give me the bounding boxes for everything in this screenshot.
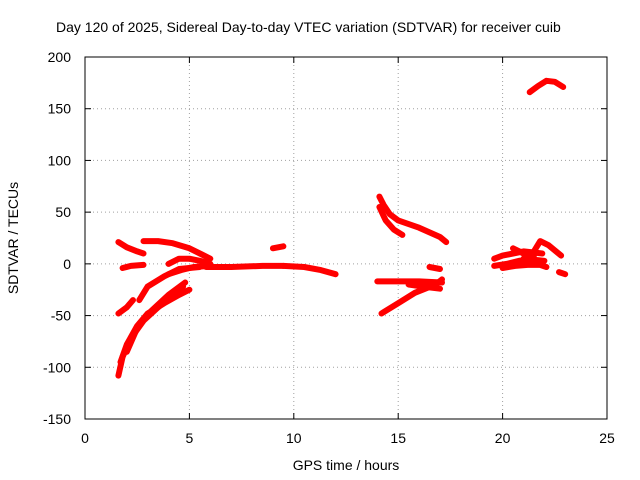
y-tick-label: 50 — [55, 204, 71, 220]
series-arc-3 — [115, 297, 136, 317]
series-arc-21 — [491, 256, 548, 269]
y-axis-label: SDTVAR / TECUs — [5, 182, 21, 294]
series-arc-19 — [426, 264, 443, 272]
series-arc-10 — [165, 262, 214, 278]
series-arc-26 — [526, 77, 567, 96]
series-arc-9 — [165, 255, 214, 267]
data-series — [115, 77, 569, 379]
x-tick-label: 5 — [186, 430, 194, 446]
x-tick-label: 0 — [81, 430, 89, 446]
series-arc-2 — [119, 261, 147, 271]
y-tick-label: -150 — [43, 411, 71, 427]
series-arc-12 — [269, 243, 287, 252]
series-arc-17 — [374, 278, 445, 286]
plot-frame — [84, 56, 608, 420]
y-tick-label: 0 — [63, 256, 71, 272]
y-tick-label: 150 — [48, 101, 72, 117]
x-tick-label: 15 — [390, 430, 406, 446]
y-tick-label: 100 — [48, 152, 72, 168]
x-axis-label: GPS time / hours — [293, 457, 400, 473]
y-tick-label: -100 — [43, 359, 71, 375]
series-arc-24 — [520, 238, 565, 262]
x-tick-label: 20 — [495, 430, 511, 446]
y-tick-label: -50 — [51, 308, 71, 324]
series-arc-18 — [405, 281, 443, 292]
series-arc-11 — [203, 262, 287, 270]
series-arc-6 — [123, 279, 189, 355]
chart-title: Day 120 of 2025, Sidereal Day-to-day VTE… — [56, 19, 561, 35]
series-arc-8 — [140, 238, 214, 262]
series-arc-15 — [376, 204, 406, 238]
x-tick-label: 10 — [286, 430, 302, 446]
series-arc-13 — [280, 262, 339, 278]
series-arc-22 — [499, 261, 550, 271]
axis-ticks: 0 5 10 15 20 25 -150 -100 -50 0 50 100 150 200 — [43, 49, 615, 446]
series-arc-14 — [376, 193, 450, 246]
series-arc-25 — [556, 269, 569, 278]
y-tick-label: 200 — [48, 49, 72, 65]
grid-lines — [85, 57, 607, 419]
series-arc-1 — [115, 239, 147, 257]
x-tick-label: 25 — [599, 430, 615, 446]
